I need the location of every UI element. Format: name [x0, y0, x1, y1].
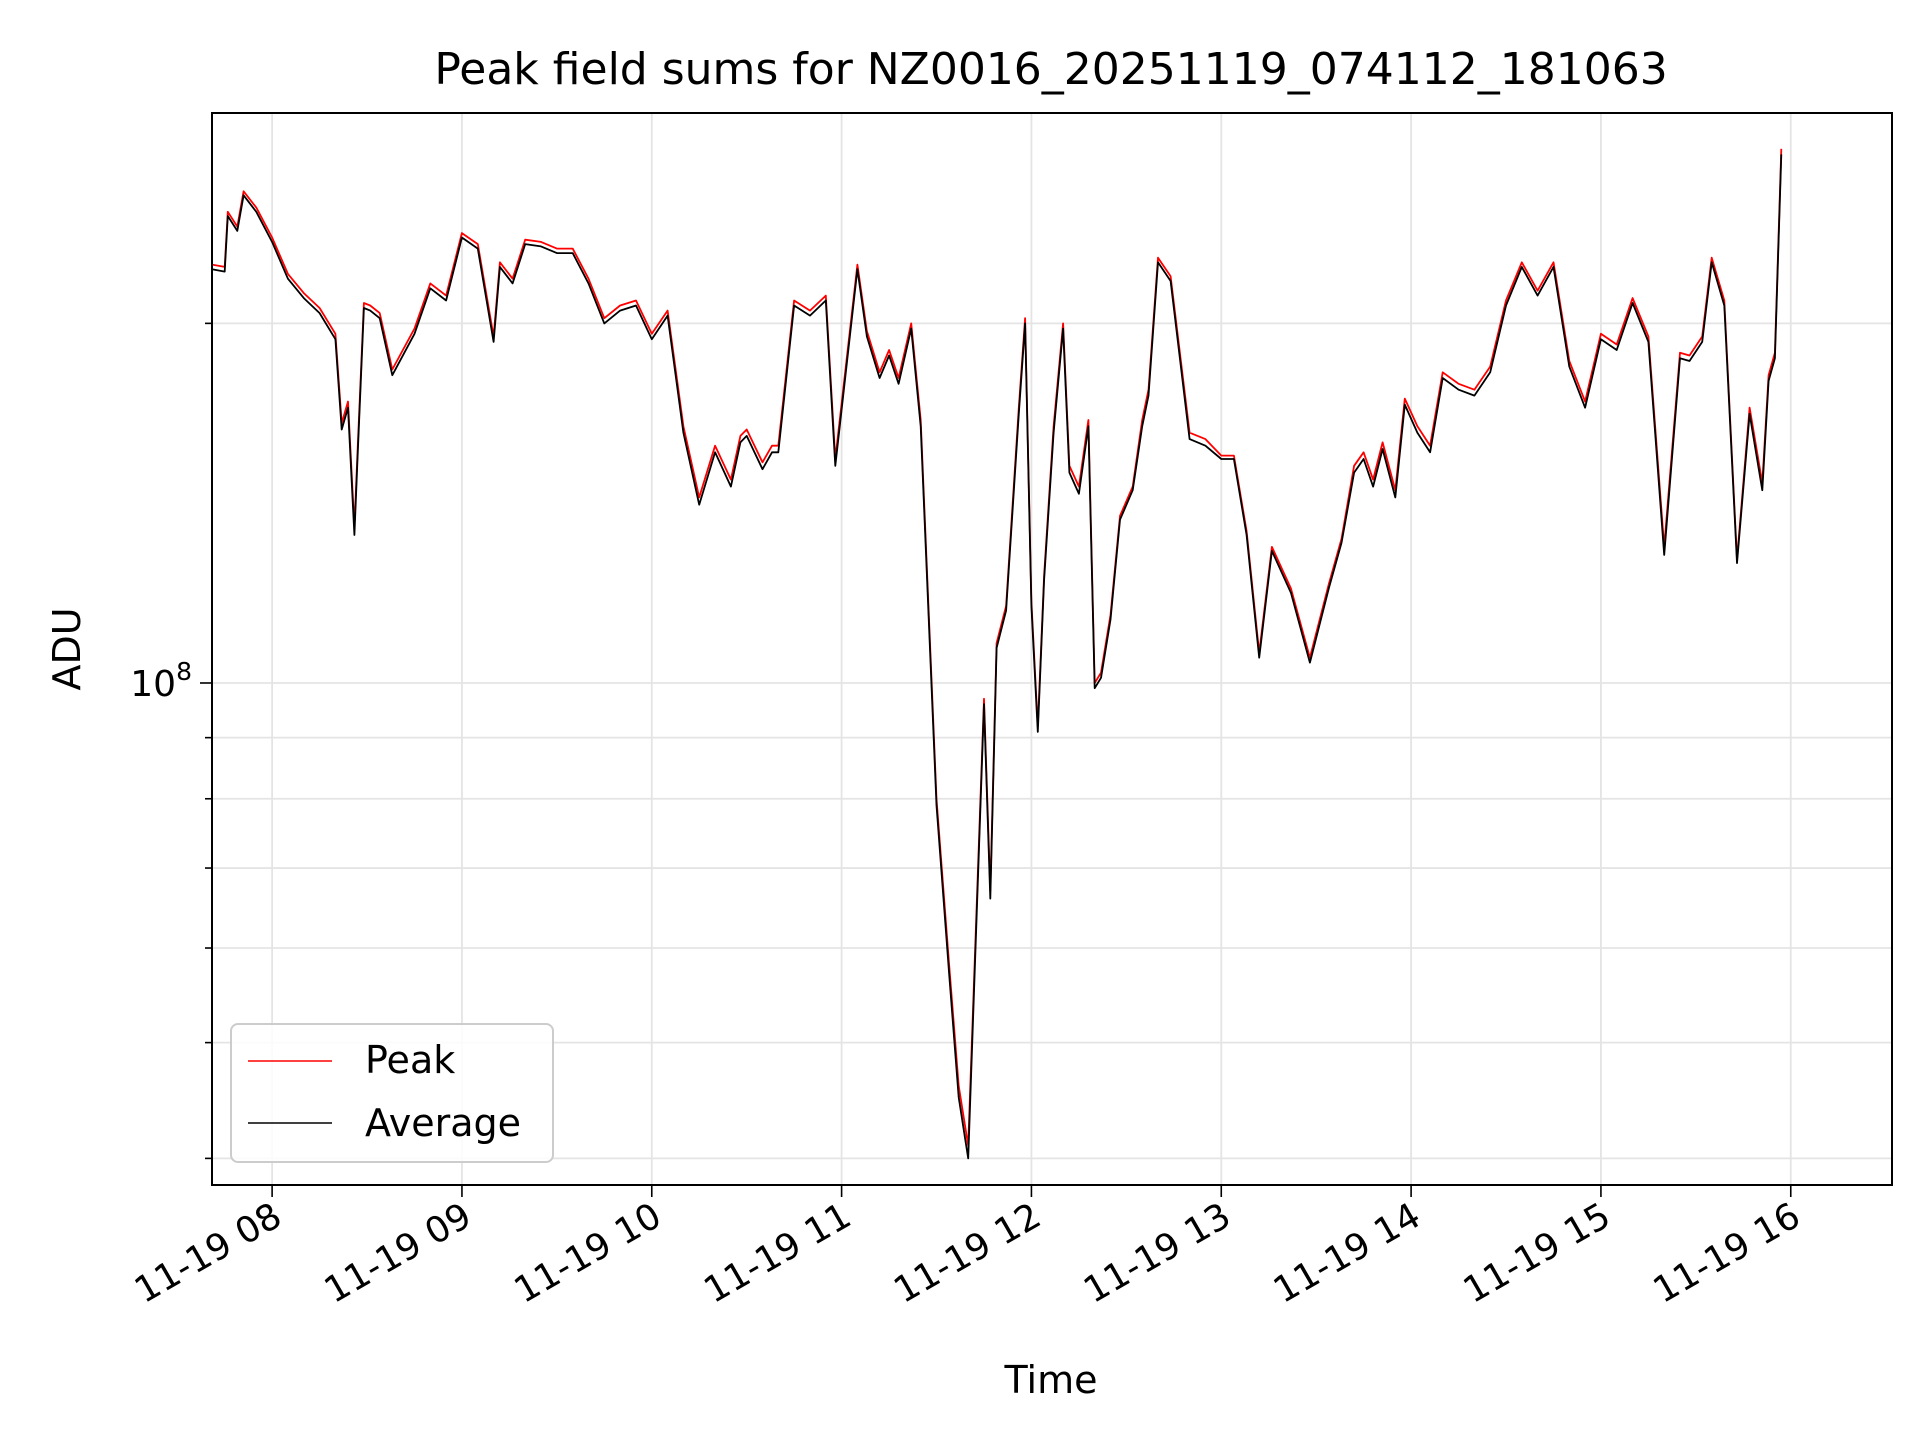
y-axis-ticks: 108 — [130, 322, 212, 1160]
y-tick-label: 108 — [130, 657, 192, 705]
plot-lines — [211, 148, 1783, 1160]
legend-box — [230, 1023, 554, 1163]
x-axis-label: Time — [1004, 1358, 1098, 1402]
plot-area-frame — [211, 112, 1893, 1186]
y-axis-label: ADU — [45, 607, 89, 690]
series-line-average — [211, 154, 1783, 1160]
chart-title: Peak field sums for NZ0016_20251119_0741… — [434, 44, 1667, 95]
legend: Peak Average — [230, 1023, 554, 1163]
legend-label-peak: Peak — [365, 1038, 455, 1082]
legend-label-average: Average — [365, 1101, 521, 1145]
